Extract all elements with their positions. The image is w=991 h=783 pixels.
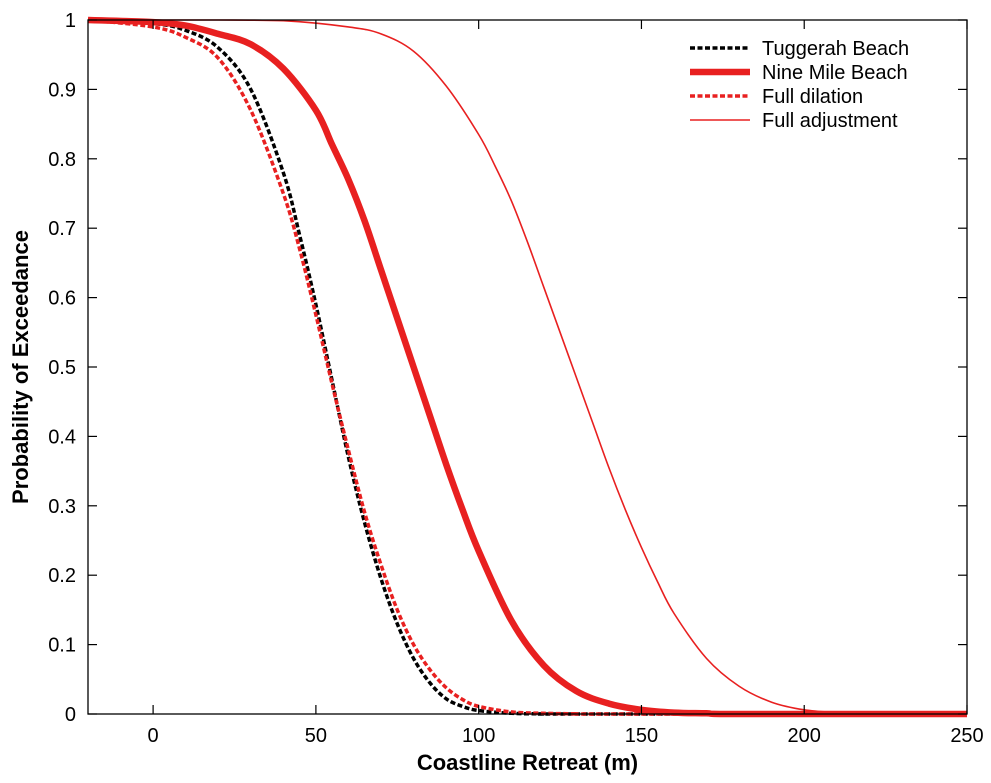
y-tick-label: 0.7 bbox=[48, 218, 76, 240]
y-tick-label: 0.1 bbox=[48, 635, 76, 657]
legend-label-1: Tuggerah Beach bbox=[762, 38, 909, 60]
y-tick-label: 0.4 bbox=[48, 426, 76, 448]
y-axis-title: Probability of Exceedance bbox=[8, 230, 33, 504]
legend-label-2: Nine Mile Beach bbox=[762, 62, 908, 84]
y-tick-label: 0.9 bbox=[48, 79, 76, 101]
y-tick-label: 1 bbox=[65, 10, 76, 32]
x-tick-label: 50 bbox=[305, 725, 327, 747]
axis-tick-labels: 0 50 100 150 200 250 0 0.1 0.2 0.3 0.4 0.5 0.6 0.7 0.8… bbox=[48, 10, 984, 747]
x-axis-title: Coastline Retreat (m) bbox=[417, 750, 638, 775]
x-tick-label: 250 bbox=[950, 725, 983, 747]
legend-label-4: Full adjustment bbox=[762, 110, 898, 132]
legend-label-3: Full dilation bbox=[762, 86, 863, 108]
y-tick-label: 0.2 bbox=[48, 565, 76, 587]
y-tick-label: 0.6 bbox=[48, 288, 76, 310]
x-tick-label: 150 bbox=[625, 725, 658, 747]
series-line-2 bbox=[87, 16, 967, 718]
axis-ticks bbox=[88, 19, 968, 715]
x-tick-label: 200 bbox=[788, 725, 821, 747]
y-tick-label: 0.5 bbox=[48, 357, 76, 379]
x-tick-label: 0 bbox=[148, 725, 159, 747]
y-tick-label: 0.8 bbox=[48, 149, 76, 171]
y-tick-label: 0.3 bbox=[48, 496, 76, 518]
y-tick-label: 0 bbox=[65, 704, 76, 726]
x-tick-label: 100 bbox=[462, 725, 495, 747]
series-line-4 bbox=[87, 19, 967, 715]
